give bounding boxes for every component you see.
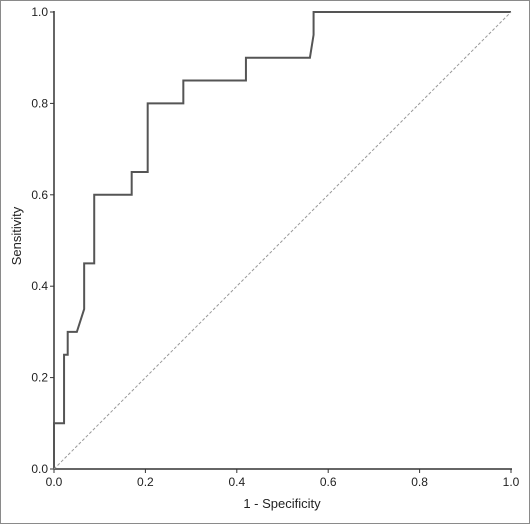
tick-labels: 0.0 0.2 0.4 0.6 0.8 1.0 0.0 0.2 0.4 0.6 0.8 1.0 [31, 5, 519, 489]
roc-curve-line [53, 11, 511, 469]
x-tick-label: 0.6 [320, 475, 337, 489]
axes [53, 11, 512, 470]
y-tick-label: 1.0 [31, 5, 48, 19]
y-tick-label: 0.8 [31, 96, 48, 110]
y-tick-label: 0.4 [31, 279, 48, 293]
x-tick-label: 0.8 [411, 475, 428, 489]
y-tick-label: 0.2 [31, 371, 48, 385]
series-layer [53, 11, 512, 470]
reference-diagonal-line [53, 11, 512, 470]
tick-marks [50, 11, 512, 473]
x-axis-title: 1 - Specificity [243, 496, 321, 511]
x-tick-label: 0.4 [228, 475, 245, 489]
x-tick-label: 0.0 [46, 475, 63, 489]
y-axis-title: Sensitivity [9, 206, 24, 265]
y-tick-label: 0.6 [31, 188, 48, 202]
y-tick-label: 0.0 [31, 462, 48, 476]
x-tick-label: 1.0 [503, 475, 520, 489]
x-tick-label: 0.2 [137, 475, 154, 489]
